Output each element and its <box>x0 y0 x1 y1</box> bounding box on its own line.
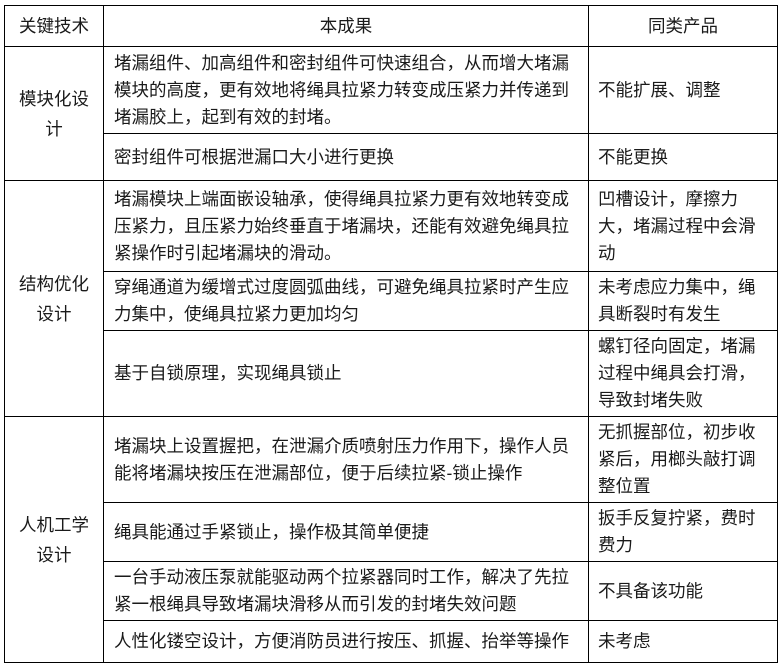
section-label-modular-design: 模块化设计 <box>4 46 104 181</box>
table-row: 结构优化设计 堵漏模块上端面嵌设轴承，使得绳具拉紧力更有效地转变成压紧力，且压紧… <box>4 180 778 417</box>
table-cell-ours: 堵漏块上设置握把，在泄漏介质喷射压力作用下，操作人员能将堵漏块按压在泄漏部位，便… <box>103 416 589 503</box>
table-row: 模块化设计 堵漏组件、加高组件和密封组件可快速组合，从而增大堵漏模块的高度，更有… <box>4 46 778 181</box>
table-cell-ours: 堵漏组件、加高组件和密封组件可快速组合，从而增大堵漏模块的高度，更有效地将绳具拉… <box>103 46 589 134</box>
section-label-structure-optimization: 结构优化设计 <box>4 180 104 417</box>
header-similar-products: 同类产品 <box>588 5 778 47</box>
table-row: 穿绳通道为缓增式过度圆弧曲线，可避免绳具拉紧时产生应力集中，使绳具拉紧力更加均匀… <box>5 271 778 331</box>
table-cell-ours: 堵漏模块上端面嵌设轴承，使得绳具拉紧力更有效地转变成压紧力，且压紧力始终垂直于堵… <box>103 180 589 272</box>
table-cell-ours: 人性化镂空设计，方便消防员进行按压、抓握、抬举等操作 <box>103 620 589 663</box>
table-cell-competitor: 螺钉径向固定，堵漏过程中绳具会打滑，导致封堵失败 <box>588 330 778 417</box>
table-cell-competitor: 扳手反复拧紧，费时费力 <box>588 502 778 562</box>
section-label-ergonomic-design: 人机工学设计 <box>4 416 104 663</box>
table-cell-ours: 一台手动液压泵就能驱动两个拉紧器同时工作，解决了先拉紧一根绳具导致堵漏块滑移从而… <box>103 561 589 621</box>
table-header-row: 关键技术 本成果 同类产品 <box>4 5 778 47</box>
table-cell-ours: 绳具能通过手紧锁止，操作极其简单便捷 <box>103 502 589 562</box>
table-row: 人机工学设计 堵漏块上设置握把，在泄漏介质喷射压力作用下，操作人员能将堵漏块按压… <box>4 416 778 663</box>
table-cell-competitor: 不具备该功能 <box>588 561 778 621</box>
table-cell-competitor: 未考虑 <box>588 620 778 663</box>
table-cell-ours: 密封组件可根据泄漏口大小进行更换 <box>103 133 589 181</box>
table-row: 一台手动液压泵就能驱动两个拉紧器同时工作，解决了先拉紧一根绳具导致堵漏块滑移从而… <box>5 561 778 621</box>
table-row: 绳具能通过手紧锁止，操作极其简单便捷 扳手反复拧紧，费时费力 <box>5 502 778 562</box>
table-cell-ours: 穿绳通道为缓增式过度圆弧曲线，可避免绳具拉紧时产生应力集中，使绳具拉紧力更加均匀 <box>103 271 589 331</box>
table-row: 基于自锁原理，实现绳具锁止 螺钉径向固定，堵漏过程中绳具会打滑，导致封堵失败 <box>5 330 778 417</box>
table-cell-competitor: 不能更换 <box>588 133 778 181</box>
header-key-technology: 关键技术 <box>4 5 104 47</box>
table-cell-competitor: 凹槽设计，摩擦力大，堵漏过程中会滑动 <box>588 180 778 272</box>
technology-comparison-table: 关键技术 本成果 同类产品 模块化设计 堵漏组件、加高组件和密封组件可快速组合，… <box>4 5 778 663</box>
table-cell-ours: 基于自锁原理，实现绳具锁止 <box>103 330 589 417</box>
table-cell-competitor: 未考虑应力集中，绳具断裂时有发生 <box>588 271 778 331</box>
table-cell-competitor: 不能扩展、调整 <box>588 46 778 134</box>
table-row: 密封组件可根据泄漏口大小进行更换 不能更换 <box>5 133 778 181</box>
header-our-product: 本成果 <box>103 5 589 47</box>
table-row: 人性化镂空设计，方便消防员进行按压、抓握、抬举等操作 未考虑 <box>5 620 778 663</box>
table-cell-competitor: 无抓握部位，初步收紧后，用榔头敲打调整位置 <box>588 416 778 503</box>
